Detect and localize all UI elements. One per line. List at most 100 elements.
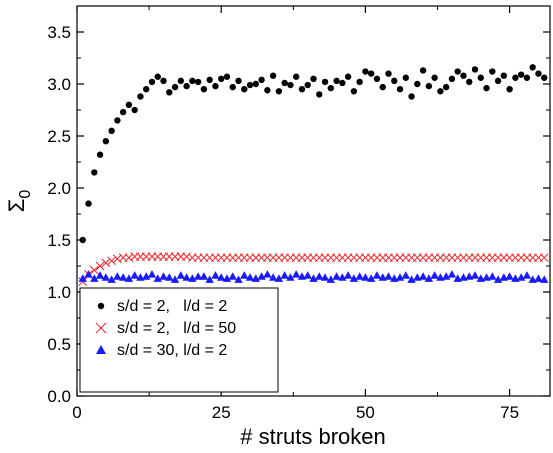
- data-point: [385, 70, 392, 77]
- y-tick-label: 3.0: [47, 75, 71, 94]
- data-point: [437, 88, 444, 95]
- data-point: [316, 91, 323, 98]
- y-tick-label: 2.5: [47, 127, 71, 146]
- y-tick-label: 0.0: [47, 387, 71, 406]
- data-point: [258, 76, 265, 84]
- data-point: [291, 270, 301, 278]
- data-point: [217, 273, 226, 281]
- data-point: [95, 271, 105, 279]
- data-point: [130, 271, 139, 279]
- data-point: [137, 93, 144, 100]
- data-point: [96, 345, 106, 354]
- data-point: [200, 86, 208, 93]
- data-point: [315, 272, 324, 280]
- data-point: [91, 169, 98, 176]
- data-point: [90, 274, 99, 282]
- tick-labels-layer: 0 25 50 75 0.0 0.5 1.0 1.5 2.0 2.5 3.0 3.5: [47, 23, 519, 422]
- data-point: [240, 271, 249, 279]
- data-point: [182, 273, 191, 281]
- ticks-layer: [76, 6, 550, 397]
- data-point: [160, 77, 167, 85]
- y-tick-label: 0.5: [47, 335, 71, 354]
- data-point: [269, 72, 277, 79]
- plot-frame: [76, 5, 551, 397]
- data-point: [402, 74, 409, 81]
- data-point: [401, 271, 410, 279]
- data-point: [355, 272, 364, 280]
- y-tick-label: 1.5: [47, 231, 71, 250]
- data-point: [396, 86, 404, 93]
- data-point: [408, 93, 415, 100]
- data-point: [170, 275, 180, 283]
- data-point: [124, 253, 134, 263]
- y-axis-title-subscript: 0: [17, 190, 34, 199]
- data-point: [516, 273, 526, 281]
- data-point: [108, 127, 115, 134]
- data-point: [212, 82, 219, 90]
- data-point: [280, 271, 289, 279]
- data-point: [96, 151, 104, 158]
- data-point: [460, 72, 467, 79]
- data-point: [118, 273, 128, 281]
- svg-text:Σ0: Σ0: [4, 190, 34, 213]
- data-point: [177, 77, 185, 85]
- data-point: [414, 80, 421, 88]
- y-tick-label: 3.5: [47, 23, 71, 42]
- data-point: [326, 275, 336, 283]
- data-point: [84, 270, 93, 278]
- data-point: [489, 68, 496, 75]
- data-point: [205, 275, 214, 283]
- data-point: [252, 80, 260, 88]
- x-tick-label: 25: [212, 403, 231, 422]
- data-point: [391, 77, 398, 85]
- data-point: [477, 74, 484, 81]
- data-point: [275, 88, 283, 95]
- data-point: [131, 106, 138, 114]
- data-point: [471, 66, 479, 73]
- data-point: [539, 253, 549, 263]
- data-point: [488, 272, 497, 280]
- data-point: [281, 79, 288, 87]
- data-point: [176, 271, 186, 279]
- data-point: [506, 86, 513, 93]
- data-point: [529, 64, 536, 71]
- data-point: [143, 86, 150, 93]
- data-point: [367, 70, 375, 77]
- data-point: [534, 274, 543, 282]
- data-point: [183, 82, 190, 90]
- data-point: [431, 74, 438, 81]
- data-point: [333, 77, 340, 85]
- data-point: [107, 275, 116, 283]
- data-point: [395, 273, 405, 281]
- series-circle: [79, 64, 548, 244]
- data-point: [540, 275, 549, 283]
- data-point: [286, 273, 295, 281]
- data-point: [188, 274, 197, 282]
- data-point: [171, 83, 179, 91]
- y-axis-title-main: Σ: [4, 199, 29, 213]
- data-point: [222, 274, 232, 282]
- legend: s/d = 2, l/d = 2 s/d = 2, l/d = 50 s/d = 3…: [79, 287, 279, 393]
- data-point: [372, 271, 382, 279]
- legend-label: s/d = 30, l/d = 2: [117, 342, 227, 359]
- data-point: [327, 84, 335, 92]
- data-point: [148, 78, 156, 86]
- data-point: [193, 272, 203, 280]
- data-point: [228, 272, 237, 280]
- data-point: [362, 68, 369, 75]
- data-point: [218, 75, 225, 83]
- data-point: [95, 322, 107, 334]
- data-point: [522, 271, 532, 279]
- series-triangle: [78, 270, 549, 283]
- data-point: [97, 302, 105, 310]
- data-point: [189, 77, 196, 85]
- data-point: [418, 272, 428, 280]
- data-point: [430, 271, 439, 279]
- data-point: [113, 272, 122, 280]
- data-point: [407, 275, 416, 283]
- data-point: [303, 271, 312, 279]
- data-point: [361, 273, 370, 281]
- data-point: [102, 138, 110, 145]
- data-point: [234, 275, 243, 283]
- x-axis-title: # struts broken: [240, 424, 386, 449]
